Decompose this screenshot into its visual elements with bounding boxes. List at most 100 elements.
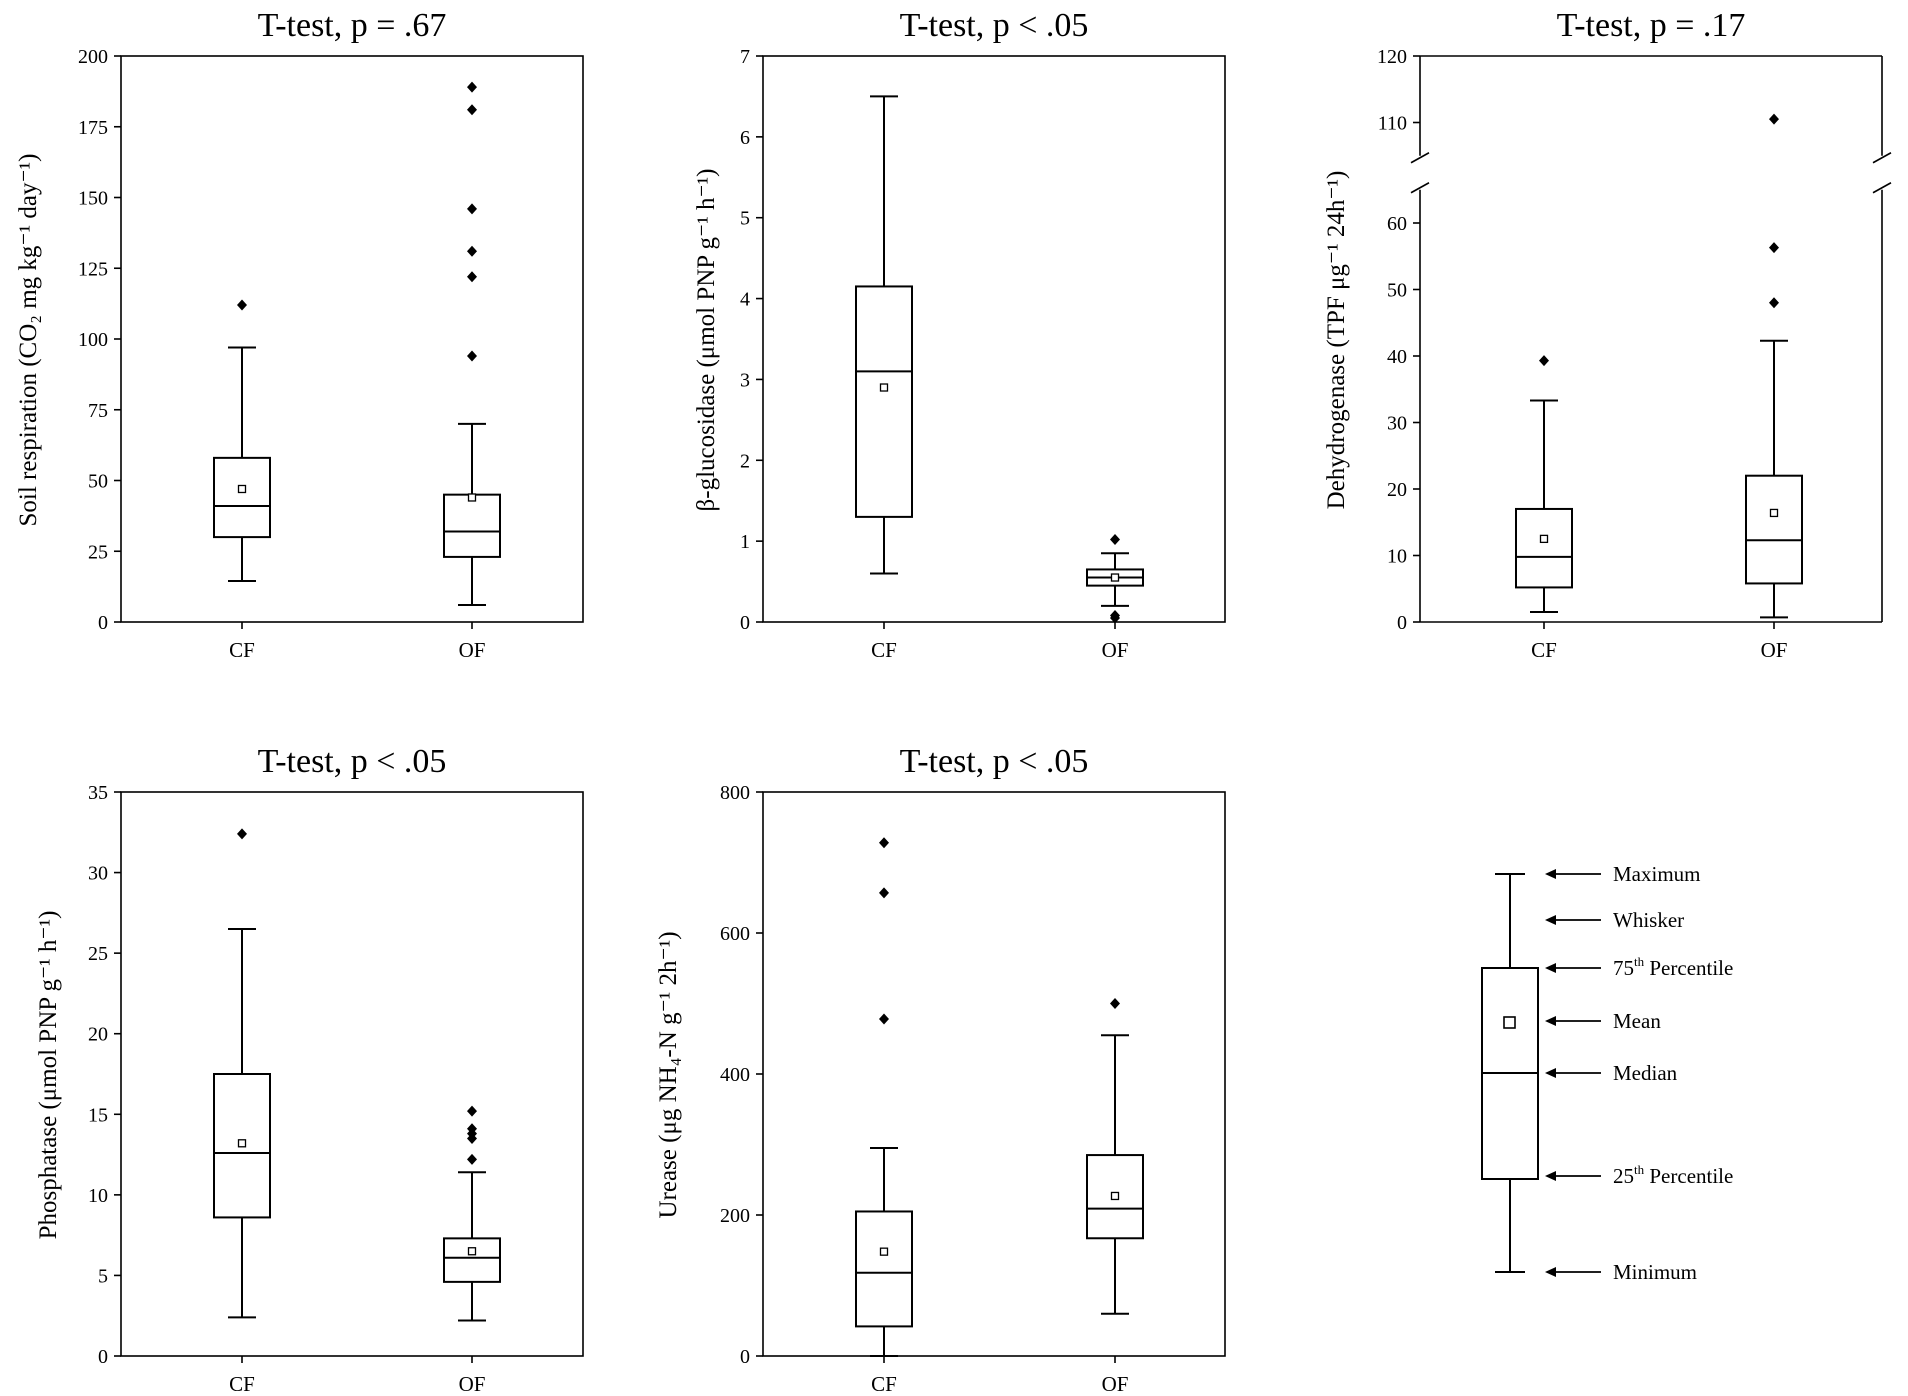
category-label: OF [1761,638,1788,662]
chart-title: T-test, p < .05 [258,743,447,780]
box-of: OF [443,1105,501,1396]
outlier-point [467,1123,477,1135]
y-tick-label: 0 [1397,612,1407,634]
y-axis-label-urease: Urease (μg NH₄-N g⁻¹ 2h⁻¹) [655,931,682,1218]
legend-label: Median [1613,1061,1678,1085]
iqr-box [1515,507,1573,589]
axis-break-mark [1872,152,1892,164]
y-tick-label: 600 [720,923,750,945]
axis-break-mark [1410,182,1430,194]
plot-frame [762,791,1226,1357]
y-tick-label: 6 [740,127,750,149]
category-label: CF [229,1372,255,1396]
outlier-point [237,828,247,840]
y-tick-label: 20 [1387,479,1407,501]
y-tick-label: 7 [740,46,750,68]
outlier-point [467,350,477,362]
legend-label: 75th Percentile [1613,954,1733,980]
iqr-box [443,1237,501,1283]
y-tick-label: 25 [88,541,108,563]
y-tick-label: 0 [740,1346,750,1368]
legend-arrow-head [1545,1016,1556,1026]
category-label: OF [459,1372,486,1396]
axis-break-mark [1410,152,1430,164]
legend-arrow-head [1545,869,1556,879]
mean-marker [467,1247,477,1256]
y-tick-label: 125 [78,258,108,280]
outlier-point [237,299,247,311]
box-cf: CF [213,299,271,662]
category-label: OF [459,638,486,662]
category-label: OF [1102,1372,1129,1396]
legend-label: Mean [1613,1009,1661,1033]
y-tick-label: 0 [98,1346,108,1368]
plot-frame [120,791,584,1357]
chart-panel-1: T-test, p = .67 0 25 50 75 100 125 150 175 200 CF O… [78,7,584,662]
outlier-point [879,837,889,849]
axis-break-mark [1872,182,1892,194]
legend-label: 25th Percentile [1613,1162,1733,1188]
outlier-point [467,203,477,215]
y-tick-label: 15 [88,1104,108,1126]
box-plot-legend: Maximum Whisker 75th Percentile Mean Median 2… [1481,862,1733,1284]
y-tick-label: 2 [740,450,750,472]
y-axis-label-beta-glucosidase: β-glucosidase (μmol PNP g⁻¹ h⁻¹) [693,169,720,512]
y-tick-label: 110 [1378,113,1407,135]
chart-title: T-test, p < .05 [900,7,1089,44]
box-cf: CF [1515,355,1573,662]
outlier-point [1769,297,1779,309]
outlier-point [1110,612,1120,624]
y-tick-label: 30 [1387,413,1407,435]
outlier-point [1769,242,1779,254]
y-tick-label: 25 [88,943,108,965]
iqr-box [1745,474,1803,585]
y-tick-label: 120 [1377,46,1407,68]
outlier-point [467,271,477,283]
y-tick-label: 4 [740,289,750,311]
mean-marker [467,493,477,502]
outlier-point [1769,113,1779,125]
plot-frame [120,55,584,623]
mean-marker [237,1139,247,1148]
mean-marker [879,1247,889,1256]
y-axis-label-phosphatase: Phosphatase (μmol PNP g⁻¹ h⁻¹) [35,911,62,1240]
y-tick-label: 35 [88,782,108,804]
y-tick-label: 200 [720,1205,750,1227]
y-tick-label: 10 [1387,546,1407,568]
mean-marker [1539,534,1549,544]
category-label: CF [1531,638,1557,662]
legend-arrow-head [1545,963,1556,973]
y-tick-label: 100 [78,329,108,351]
y-tick-label: 10 [88,1185,108,1207]
chart-panel-4: T-test, p < .05 0 5 10 15 20 25 30 35 CF OF [88,743,584,1396]
y-tick-label: 0 [98,612,108,634]
box-of: OF [1745,113,1803,662]
chart-panel-3: T-test, p = .17 0 10 20 30 40 50 60 110 120 CF OF [1377,7,1892,662]
category-label: CF [871,1372,897,1396]
y-tick-label: 75 [88,400,108,422]
category-label: CF [871,638,897,662]
y-tick-label: 5 [740,208,750,230]
y-tick-label: 1 [740,531,750,553]
chart-title: T-test, p = .17 [1557,7,1746,44]
y-tick-label: 150 [78,188,108,210]
outlier-point [1539,355,1549,367]
legend-label: Maximum [1613,862,1701,886]
chart-title: T-test, p < .05 [900,743,1089,780]
mean-marker [1769,508,1779,518]
chart-panel-2: T-test, p < .05 0 1 2 3 4 5 6 7 CF OF [740,7,1226,662]
chart-panel-5: T-test, p < .05 0 200 400 600 800 CF OF [720,743,1226,1396]
y-tick-label: 60 [1387,213,1407,235]
box-cf: CF [213,828,271,1396]
iqr-box [855,285,913,518]
y-tick-label: 40 [1387,346,1407,368]
outlier-point [1110,998,1120,1009]
box-cf: CF [855,95,913,662]
iqr-box [213,456,271,539]
mean-marker [1110,573,1120,582]
outlier-point [467,81,477,93]
y-tick-label: 0 [740,612,750,634]
outlier-point [879,1013,889,1025]
legend-mean-marker [1503,1016,1516,1029]
